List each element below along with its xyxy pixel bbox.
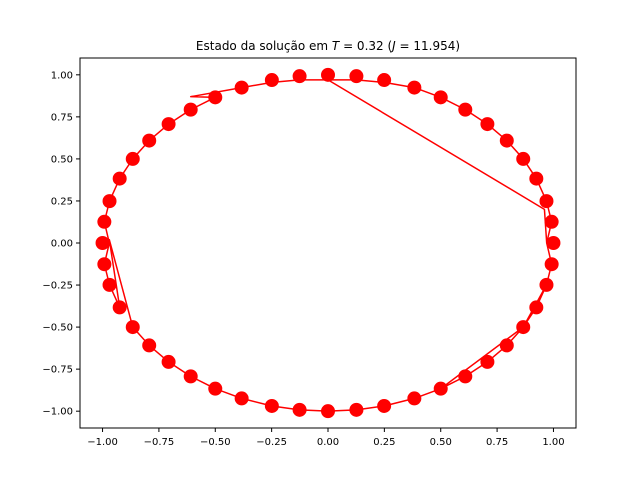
data-point — [529, 300, 544, 315]
data-point — [208, 381, 223, 396]
x-tick-label: −0.25 — [256, 437, 287, 448]
y-tick-label: 1.00 — [51, 70, 73, 81]
data-point — [516, 151, 531, 166]
data-point — [102, 277, 117, 292]
y-axis: −1.00 −0.75 −0.50 −0.25 0.00 0.25 0.50 0.75 1.00 — [42, 70, 80, 418]
data-point — [208, 90, 223, 105]
series-line — [103, 79, 553, 412]
data-point — [264, 73, 279, 88]
chart-title-j-symbol: J — [390, 39, 396, 53]
data-point — [125, 151, 140, 166]
data-point — [125, 320, 140, 335]
data-point — [161, 354, 176, 369]
data-point — [264, 398, 279, 413]
data-point — [377, 73, 392, 88]
x-tick-label: −1.00 — [87, 437, 118, 448]
data-point — [407, 391, 422, 406]
data-point — [292, 69, 307, 84]
y-tick-label: 0.00 — [51, 239, 73, 250]
x-tick-label: 0.00 — [317, 437, 339, 448]
data-point — [102, 194, 117, 209]
data-point — [377, 398, 392, 413]
y-tick-label: −0.50 — [42, 323, 73, 334]
chart-title-prefix: Estado da solução em — [196, 39, 332, 53]
data-point — [349, 402, 364, 417]
data-point — [97, 257, 112, 272]
x-tick-label: 0.25 — [373, 437, 395, 448]
x-tick-label: 1.00 — [542, 437, 564, 448]
data-point — [458, 102, 473, 117]
y-tick-label: 0.50 — [51, 154, 73, 165]
y-tick-label: −0.25 — [42, 281, 73, 292]
data-point — [544, 214, 559, 229]
data-point — [142, 133, 157, 148]
data-point — [480, 354, 495, 369]
data-point — [480, 117, 495, 132]
data-point — [433, 381, 448, 396]
data-point — [529, 171, 544, 186]
x-tick-label: −0.75 — [144, 437, 175, 448]
y-tick-label: 0.75 — [51, 112, 73, 123]
chart-title-t-symbol: T — [332, 39, 341, 53]
y-tick-label: −1.00 — [42, 407, 73, 418]
data-point — [95, 236, 110, 250]
data-point — [458, 369, 473, 384]
x-tick-label: 0.75 — [486, 437, 508, 448]
data-point — [97, 214, 112, 229]
data-point — [349, 69, 364, 84]
data-point — [234, 80, 249, 95]
plot-area: −1.00 −0.75 −0.50 −0.25 0.00 0.25 0.50 0.75 1.00… — [42, 57, 577, 448]
y-tick-label: 0.25 — [51, 196, 73, 207]
data-point — [292, 402, 307, 417]
data-point — [183, 369, 198, 384]
data-point — [183, 102, 198, 117]
data-point — [407, 80, 422, 95]
data-point — [499, 133, 514, 148]
data-point — [539, 277, 554, 292]
data-point — [112, 300, 127, 315]
data-point — [112, 171, 127, 186]
chart-title-t-value: = 0.32 ( — [339, 39, 392, 53]
data-point — [234, 391, 249, 406]
data-point — [161, 117, 176, 132]
data-point — [321, 67, 335, 82]
data-point — [516, 320, 531, 335]
data-point — [142, 338, 157, 353]
data-point — [546, 236, 561, 250]
series-layer — [95, 67, 561, 419]
y-tick-label: −0.75 — [42, 365, 73, 376]
data-point — [544, 257, 559, 272]
chart-title-j-value: = 11.954) — [396, 39, 460, 53]
data-point — [321, 404, 335, 419]
x-tick-label: 0.50 — [430, 437, 452, 448]
data-point — [539, 194, 554, 209]
data-point — [433, 90, 448, 105]
data-point — [499, 338, 514, 353]
x-axis: −1.00 −0.75 −0.50 −0.25 0.00 0.25 0.50 0.75 1.00 — [87, 428, 565, 448]
x-tick-label: −0.50 — [200, 437, 231, 448]
chart-title: Estado da solução em T = 0.32 (J = 11.95… — [196, 39, 460, 53]
